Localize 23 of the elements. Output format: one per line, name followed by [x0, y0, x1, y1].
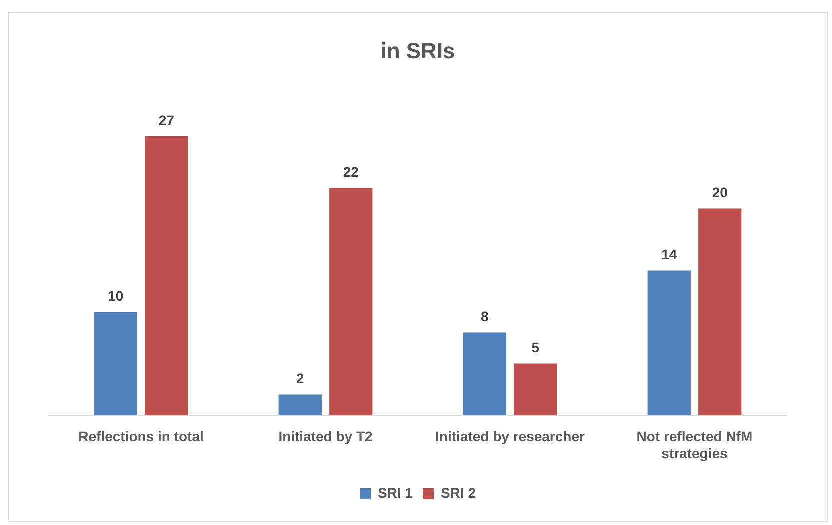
bar — [648, 270, 691, 416]
x-tick-label: Initiated by T2 — [278, 428, 374, 445]
data-label: 14 — [662, 246, 678, 263]
x-tick-label: Initiated by researcher — [436, 428, 586, 445]
legend-label: SRI 1 — [378, 484, 414, 501]
data-label: 22 — [343, 164, 360, 180]
x-tick-label: Reflections in total — [78, 428, 204, 445]
bar — [698, 208, 742, 416]
data-label: 8 — [480, 308, 489, 325]
data-label: 5 — [532, 340, 540, 356]
x-tick-label: Not reflected NfM strategies — [636, 428, 753, 462]
bar — [463, 332, 506, 416]
bar — [278, 394, 322, 416]
bar — [94, 312, 138, 416]
bar — [514, 364, 558, 416]
data-label: 20 — [712, 184, 728, 201]
bar — [330, 188, 373, 416]
data-label: 10 — [108, 288, 124, 304]
data-label: 2 — [296, 370, 304, 387]
legend-label: SRI 2 — [441, 484, 476, 501]
bar — [145, 136, 188, 416]
chart-title: in SRIs — [380, 38, 456, 64]
data-label: 27 — [158, 112, 175, 128]
